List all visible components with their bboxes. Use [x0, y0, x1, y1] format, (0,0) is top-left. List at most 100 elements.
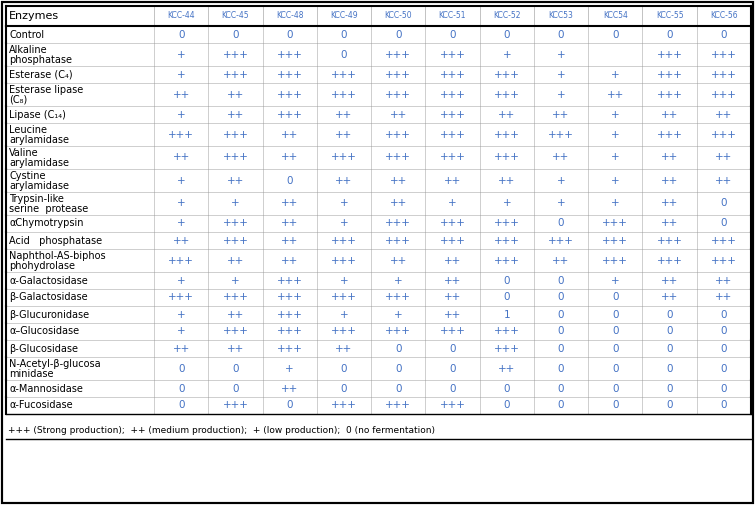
- Text: ++: ++: [172, 235, 190, 245]
- Text: Acid   phosphatase: Acid phosphatase: [9, 235, 102, 245]
- Text: ++: ++: [661, 292, 678, 302]
- Text: +++: +++: [439, 110, 465, 120]
- Text: +++: +++: [277, 292, 303, 302]
- Text: ++: ++: [444, 176, 461, 185]
- Text: KCC-44: KCC-44: [168, 12, 195, 21]
- Text: 0: 0: [720, 400, 727, 411]
- Text: ++: ++: [390, 198, 407, 209]
- Text: 0: 0: [612, 29, 618, 39]
- Text: +: +: [556, 89, 565, 99]
- Text: +: +: [448, 198, 457, 209]
- Text: ++: ++: [281, 198, 298, 209]
- Bar: [6, 169, 751, 192]
- Text: 0: 0: [558, 343, 564, 354]
- Text: ++: ++: [226, 176, 244, 185]
- Text: +: +: [177, 49, 186, 60]
- Text: +: +: [556, 49, 565, 60]
- Text: 0: 0: [341, 49, 347, 60]
- Text: ++: ++: [390, 256, 407, 266]
- Text: +++: +++: [168, 292, 194, 302]
- Text: ++: ++: [172, 343, 190, 354]
- Text: ++: ++: [444, 292, 461, 302]
- Text: +++: +++: [385, 327, 411, 336]
- Text: 0: 0: [720, 219, 727, 228]
- Text: αChymotrypsin: αChymotrypsin: [9, 219, 84, 228]
- Text: 0: 0: [286, 176, 293, 185]
- Text: KCC-56: KCC-56: [710, 12, 738, 21]
- Text: 0: 0: [558, 29, 564, 39]
- Text: ++: ++: [715, 292, 732, 302]
- Text: +++: +++: [223, 153, 248, 163]
- Text: 0: 0: [178, 29, 184, 39]
- Text: +++: +++: [494, 129, 519, 139]
- Text: +++: +++: [385, 235, 411, 245]
- Bar: [6, 106, 751, 123]
- Text: ++: ++: [281, 383, 298, 393]
- Text: +++: +++: [277, 110, 303, 120]
- Text: +++: +++: [331, 327, 357, 336]
- Text: +++: +++: [277, 310, 303, 320]
- Text: 0: 0: [612, 292, 618, 302]
- Text: ++: ++: [553, 153, 570, 163]
- Text: +: +: [611, 176, 620, 185]
- Text: KCC53: KCC53: [549, 12, 574, 21]
- Bar: [6, 6, 751, 26]
- Text: +++: +++: [223, 235, 248, 245]
- Text: +: +: [556, 176, 565, 185]
- Text: ++: ++: [444, 256, 461, 266]
- Text: 0: 0: [667, 310, 673, 320]
- Text: +++: +++: [494, 153, 519, 163]
- Text: +++: +++: [331, 256, 357, 266]
- Text: 0: 0: [504, 400, 510, 411]
- Text: β-Glucuronidase: β-Glucuronidase: [9, 310, 89, 320]
- Text: 0: 0: [667, 343, 673, 354]
- Text: +: +: [556, 198, 565, 209]
- Text: +: +: [177, 310, 186, 320]
- Text: +++: +++: [602, 256, 628, 266]
- Text: ++: ++: [335, 110, 353, 120]
- Text: +++: +++: [277, 89, 303, 99]
- Text: phohydrolase: phohydrolase: [9, 261, 75, 271]
- Text: β-Glucosidase: β-Glucosidase: [9, 343, 78, 354]
- Text: Lipase (C₁₄): Lipase (C₁₄): [9, 110, 66, 120]
- Text: +++: +++: [331, 89, 357, 99]
- Text: Leucine: Leucine: [9, 125, 47, 135]
- Text: +: +: [340, 198, 348, 209]
- Text: ++: ++: [335, 343, 353, 354]
- Text: +++: +++: [385, 292, 411, 302]
- Text: +++: +++: [331, 153, 357, 163]
- Text: +: +: [177, 176, 186, 185]
- Text: 0: 0: [558, 276, 564, 285]
- Bar: [6, 306, 751, 323]
- Text: +: +: [177, 219, 186, 228]
- Text: 0: 0: [667, 364, 673, 374]
- Text: (C₈): (C₈): [9, 94, 27, 105]
- Text: 0: 0: [449, 29, 456, 39]
- Text: ++: ++: [281, 153, 298, 163]
- Text: +++: +++: [277, 327, 303, 336]
- Text: Control: Control: [9, 29, 44, 39]
- Text: +: +: [611, 70, 620, 79]
- Text: +: +: [611, 129, 620, 139]
- Text: +++: +++: [711, 256, 737, 266]
- Text: phosphatase: phosphatase: [9, 55, 72, 65]
- Text: +++: +++: [223, 327, 248, 336]
- Text: 0: 0: [612, 383, 618, 393]
- Text: Cystine: Cystine: [9, 171, 45, 181]
- Text: +++: +++: [168, 129, 194, 139]
- Text: +++: +++: [385, 219, 411, 228]
- Text: +: +: [177, 276, 186, 285]
- Text: +++: +++: [711, 49, 737, 60]
- Text: +: +: [340, 219, 348, 228]
- Text: KCC-51: KCC-51: [439, 12, 467, 21]
- Text: +++: +++: [439, 400, 465, 411]
- Bar: [6, 380, 751, 397]
- Text: +++: +++: [657, 256, 683, 266]
- Text: KCC-50: KCC-50: [384, 12, 412, 21]
- Text: 0: 0: [341, 383, 347, 393]
- Text: +++: +++: [548, 129, 574, 139]
- Text: +: +: [503, 49, 511, 60]
- Bar: [6, 397, 751, 414]
- Text: 0: 0: [178, 400, 184, 411]
- Text: 0: 0: [395, 364, 402, 374]
